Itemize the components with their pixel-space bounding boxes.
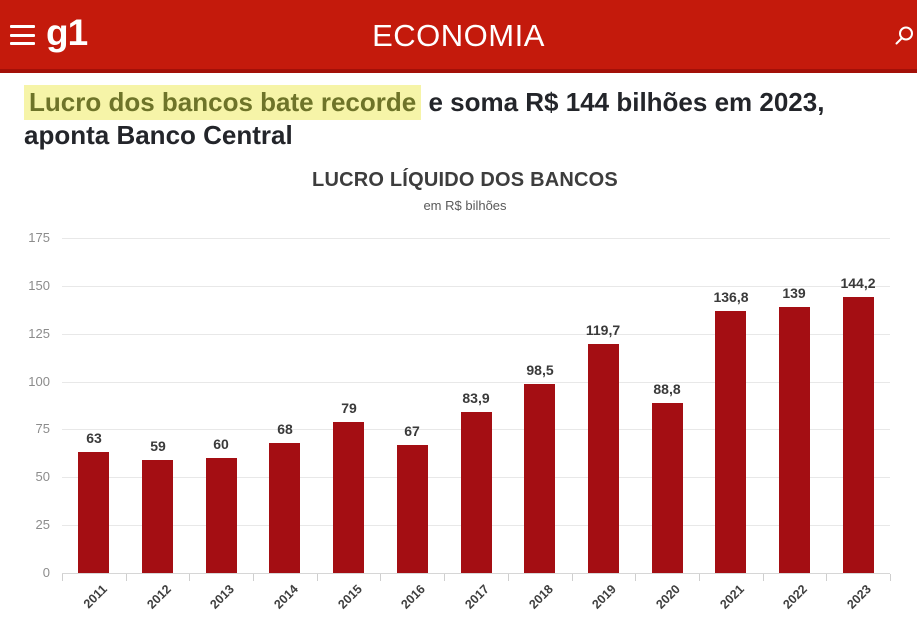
y-axis-label-150: 150 <box>28 277 50 293</box>
y-axis-label-50: 50 <box>35 469 50 485</box>
bar-2018 <box>524 384 555 573</box>
x-axis-label-2013: 2013 <box>207 582 237 612</box>
gridline-100 <box>62 381 890 383</box>
x-axis-tick <box>317 574 318 581</box>
bar-value-label: 63 <box>86 430 102 447</box>
bar-2013 <box>206 458 237 573</box>
bar-2015 <box>333 421 364 573</box>
bar-2020 <box>652 403 683 573</box>
bar-2017 <box>461 412 492 573</box>
x-axis-tick <box>635 574 636 581</box>
bar-2014 <box>269 442 300 573</box>
y-axis-label-175: 175 <box>28 230 50 245</box>
x-axis-label-2023: 2023 <box>844 582 874 612</box>
y-axis-label-25: 25 <box>35 517 50 533</box>
x-axis-tick <box>380 574 381 581</box>
bar-value-label: 136,8 <box>713 289 749 306</box>
bar-2019 <box>588 343 619 573</box>
bar-value-label: 67 <box>404 422 420 439</box>
hamburger-menu-icon[interactable] <box>10 25 35 45</box>
article-headline: Lucro dos bancos bate recorde e soma R$ … <box>24 85 892 152</box>
chart-subtitle: em R$ bilhões <box>423 198 507 213</box>
x-axis-label-2020: 2020 <box>653 582 683 612</box>
x-axis-label-2015: 2015 <box>335 582 365 612</box>
x-axis-tick <box>62 574 63 581</box>
bar-value-label: 119,7 <box>585 321 621 338</box>
x-axis-label-2011: 2011 <box>80 582 110 612</box>
x-axis-tick <box>444 574 445 581</box>
x-axis-label-2018: 2018 <box>526 582 556 612</box>
x-axis-tick <box>253 574 254 581</box>
x-axis-tick <box>508 574 509 581</box>
gridline-0 <box>62 573 890 574</box>
bar-2022 <box>779 306 810 573</box>
chart-title: LUCRO LÍQUIDO DOS BANCOS <box>312 169 618 191</box>
headline-highlight: Lucro dos bancos bate recorde <box>24 85 422 120</box>
x-axis-tick <box>890 574 891 581</box>
x-axis-tick <box>189 574 190 581</box>
x-axis-label-2016: 2016 <box>398 582 428 612</box>
search-icon[interactable] <box>893 25 915 47</box>
bar-value-label: 59 <box>150 438 166 455</box>
bar-value-label: 60 <box>213 436 229 453</box>
x-axis-tick <box>572 574 573 581</box>
g1-logo[interactable]: g1 <box>46 12 88 53</box>
x-axis-tick <box>826 574 827 581</box>
bar-2016 <box>397 444 428 573</box>
bar-value-label: 139 <box>782 284 806 301</box>
gridline-175 <box>62 238 890 239</box>
x-axis-label-2014: 2014 <box>271 582 301 612</box>
x-axis-label-2017: 2017 <box>462 582 492 612</box>
x-axis-tick <box>699 574 700 581</box>
bar-2012 <box>142 460 173 573</box>
bar-2023 <box>843 296 874 573</box>
x-axis-tick <box>126 574 127 581</box>
x-axis-tick <box>763 574 764 581</box>
x-axis-label-2021: 2021 <box>717 582 747 612</box>
y-axis-label-0: 0 <box>42 565 50 580</box>
x-axis-label-2019: 2019 <box>589 582 619 612</box>
x-axis-label-2012: 2012 <box>144 582 174 612</box>
y-axis-label-100: 100 <box>28 373 50 389</box>
bar-value-label: 144,2 <box>840 274 876 291</box>
bar-value-label: 88,8 <box>653 381 681 397</box>
y-axis-label-125: 125 <box>28 325 50 341</box>
headline-rest: e soma R$ 144 bilhões em 2023, aponta Ba… <box>24 87 825 150</box>
bar-2021 <box>715 311 746 573</box>
bar-value-label: 79 <box>341 399 357 416</box>
bar-2011 <box>78 452 109 573</box>
x-axis-label-2022: 2022 <box>780 582 810 612</box>
gridline-150 <box>62 285 890 287</box>
y-axis-label-75: 75 <box>35 421 50 437</box>
gridline-125 <box>62 333 890 335</box>
bar-value-label: 68 <box>277 420 293 437</box>
header-bar: g1 ECONOMIA <box>0 0 917 73</box>
bar-value-label: 98,5 <box>526 362 554 379</box>
section-title[interactable]: ECONOMIA <box>372 18 545 53</box>
bar-value-label: 83,9 <box>462 390 490 407</box>
